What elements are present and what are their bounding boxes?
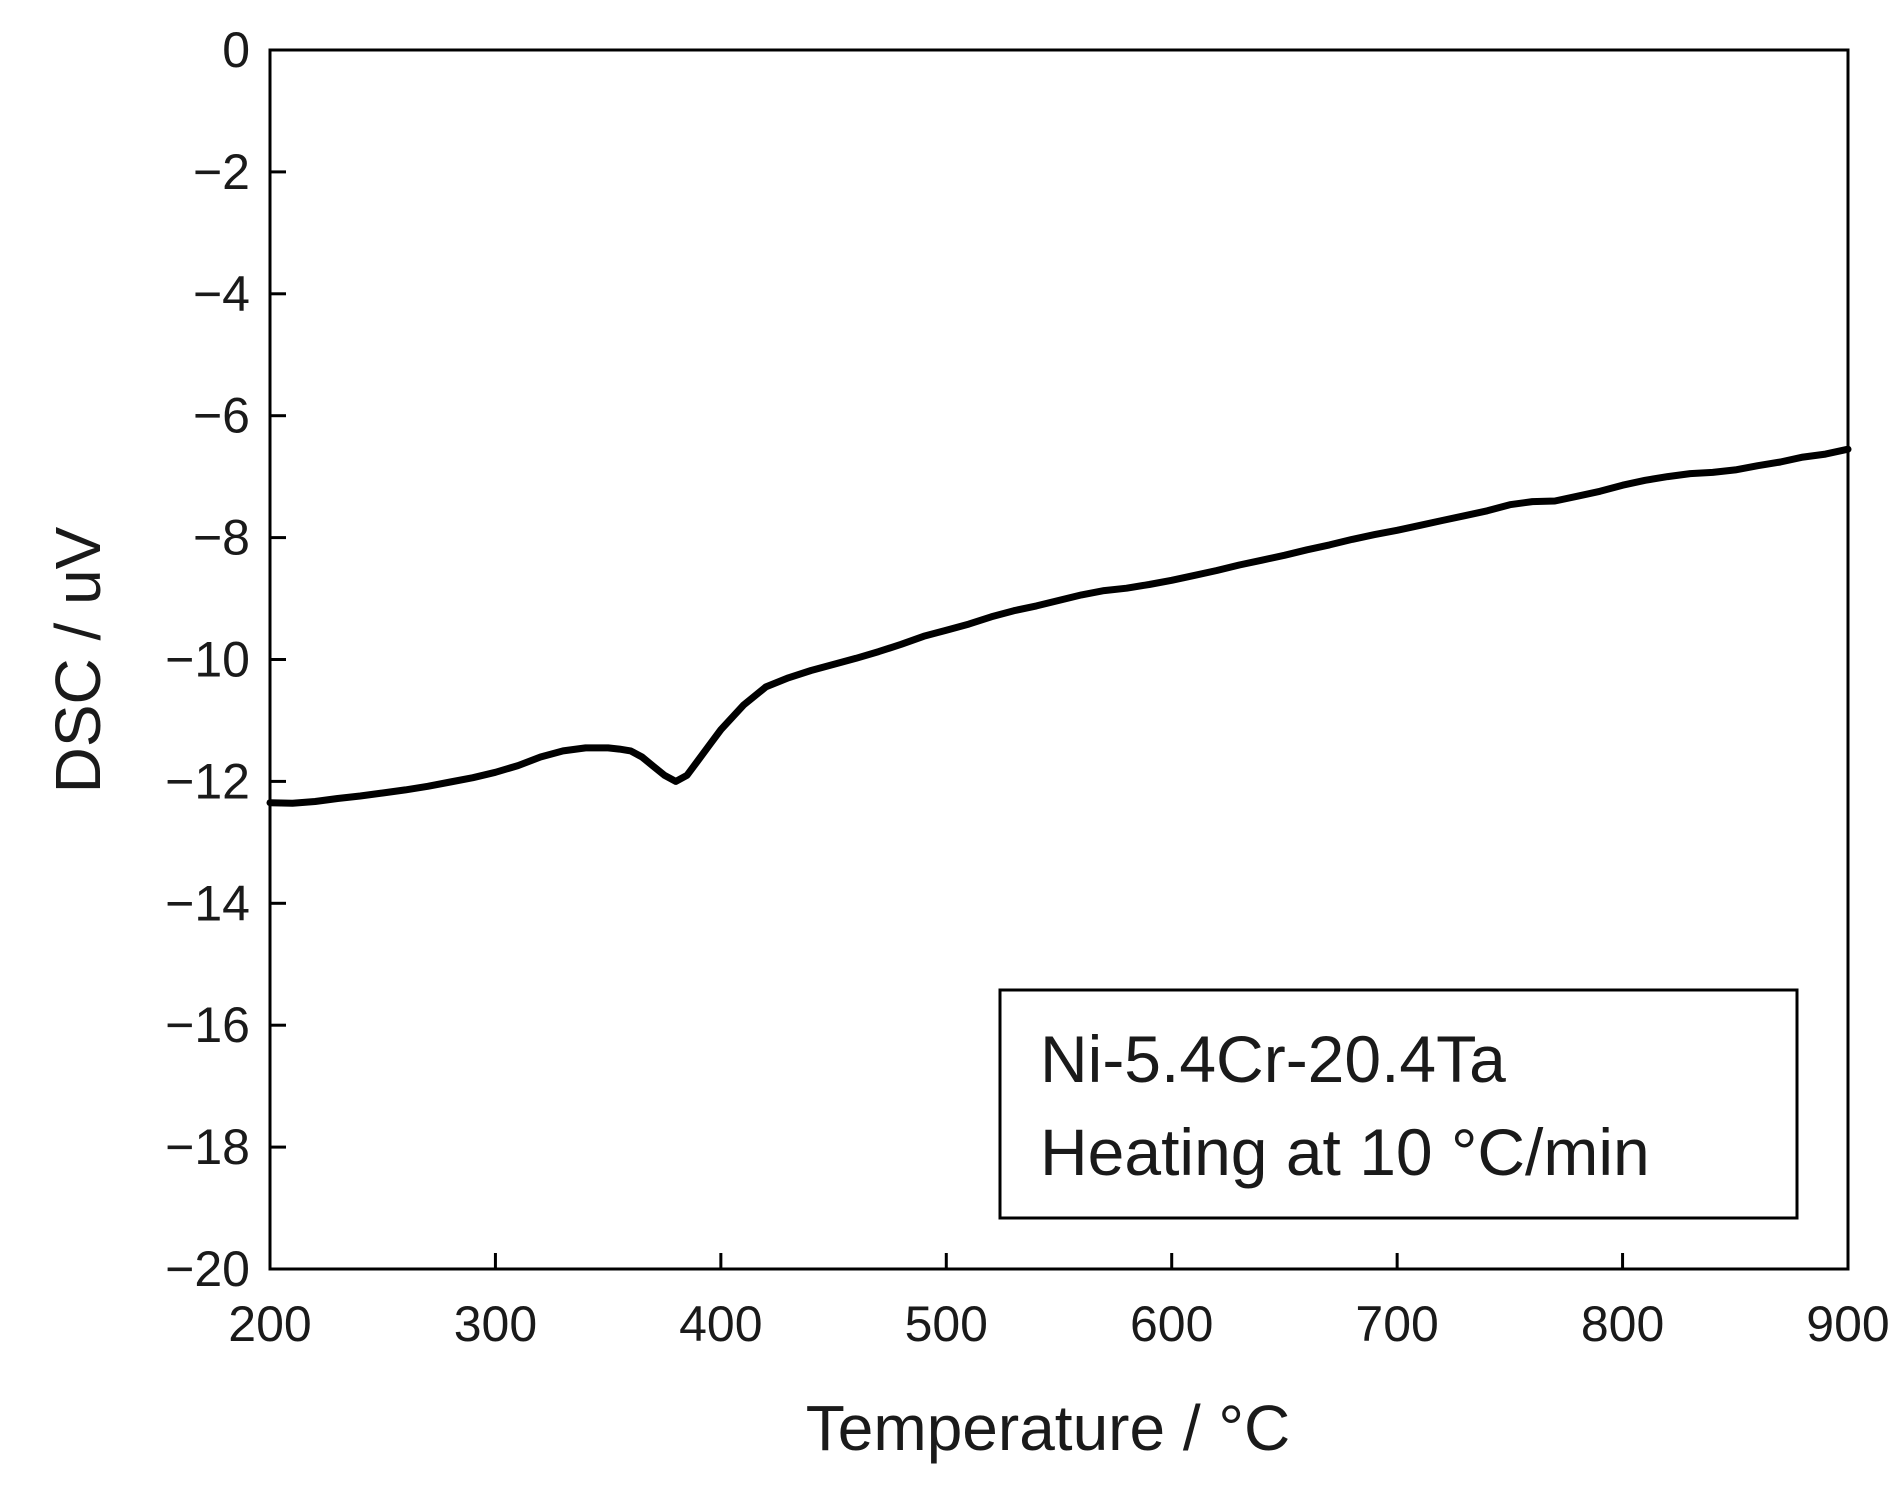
- y-tick-label: −14: [165, 875, 250, 931]
- dsc-series-line: [266, 445, 1852, 807]
- x-tick-label: 700: [1355, 1296, 1438, 1352]
- y-tick-label: −6: [193, 388, 250, 444]
- y-axis-tick-labels: 0 −2 −4 −6 −8 −10 −12 −14 −16 −18 −20: [165, 22, 250, 1297]
- y-axis-ticks: [270, 170, 286, 1149]
- y-tick-label: −16: [165, 997, 250, 1053]
- y-tick-label: −10: [165, 632, 250, 688]
- annotation-box: [998, 988, 1799, 1220]
- y-tick-label: −4: [193, 266, 250, 322]
- x-tick-label: 800: [1581, 1296, 1664, 1352]
- y-axis-label: DSC / uV: [42, 526, 114, 793]
- x-axis-tick-labels: 200 300 400 500 600 700 800 900: [228, 1296, 1889, 1352]
- annotation-line-2: Heating at 10 °C/min: [1040, 1115, 1650, 1189]
- y-tick-label: 0: [222, 22, 250, 78]
- x-axis-ticks: [493, 1253, 1625, 1269]
- annotation-line-1: Ni-5.4Cr-20.4Ta: [1040, 1022, 1506, 1096]
- x-tick-label: 900: [1806, 1296, 1889, 1352]
- y-tick-label: −2: [193, 144, 250, 200]
- y-tick-label: −12: [165, 753, 250, 809]
- x-tick-label: 200: [228, 1296, 311, 1352]
- x-tick-label: 600: [1130, 1296, 1213, 1352]
- y-tick-label: −20: [165, 1241, 250, 1297]
- x-tick-label: 500: [905, 1296, 988, 1352]
- x-tick-label: 400: [679, 1296, 762, 1352]
- x-tick-label: 300: [454, 1296, 537, 1352]
- y-tick-label: −18: [165, 1119, 250, 1175]
- x-axis-label: Temperature / °C: [806, 1392, 1290, 1464]
- y-tick-label: −8: [193, 510, 250, 566]
